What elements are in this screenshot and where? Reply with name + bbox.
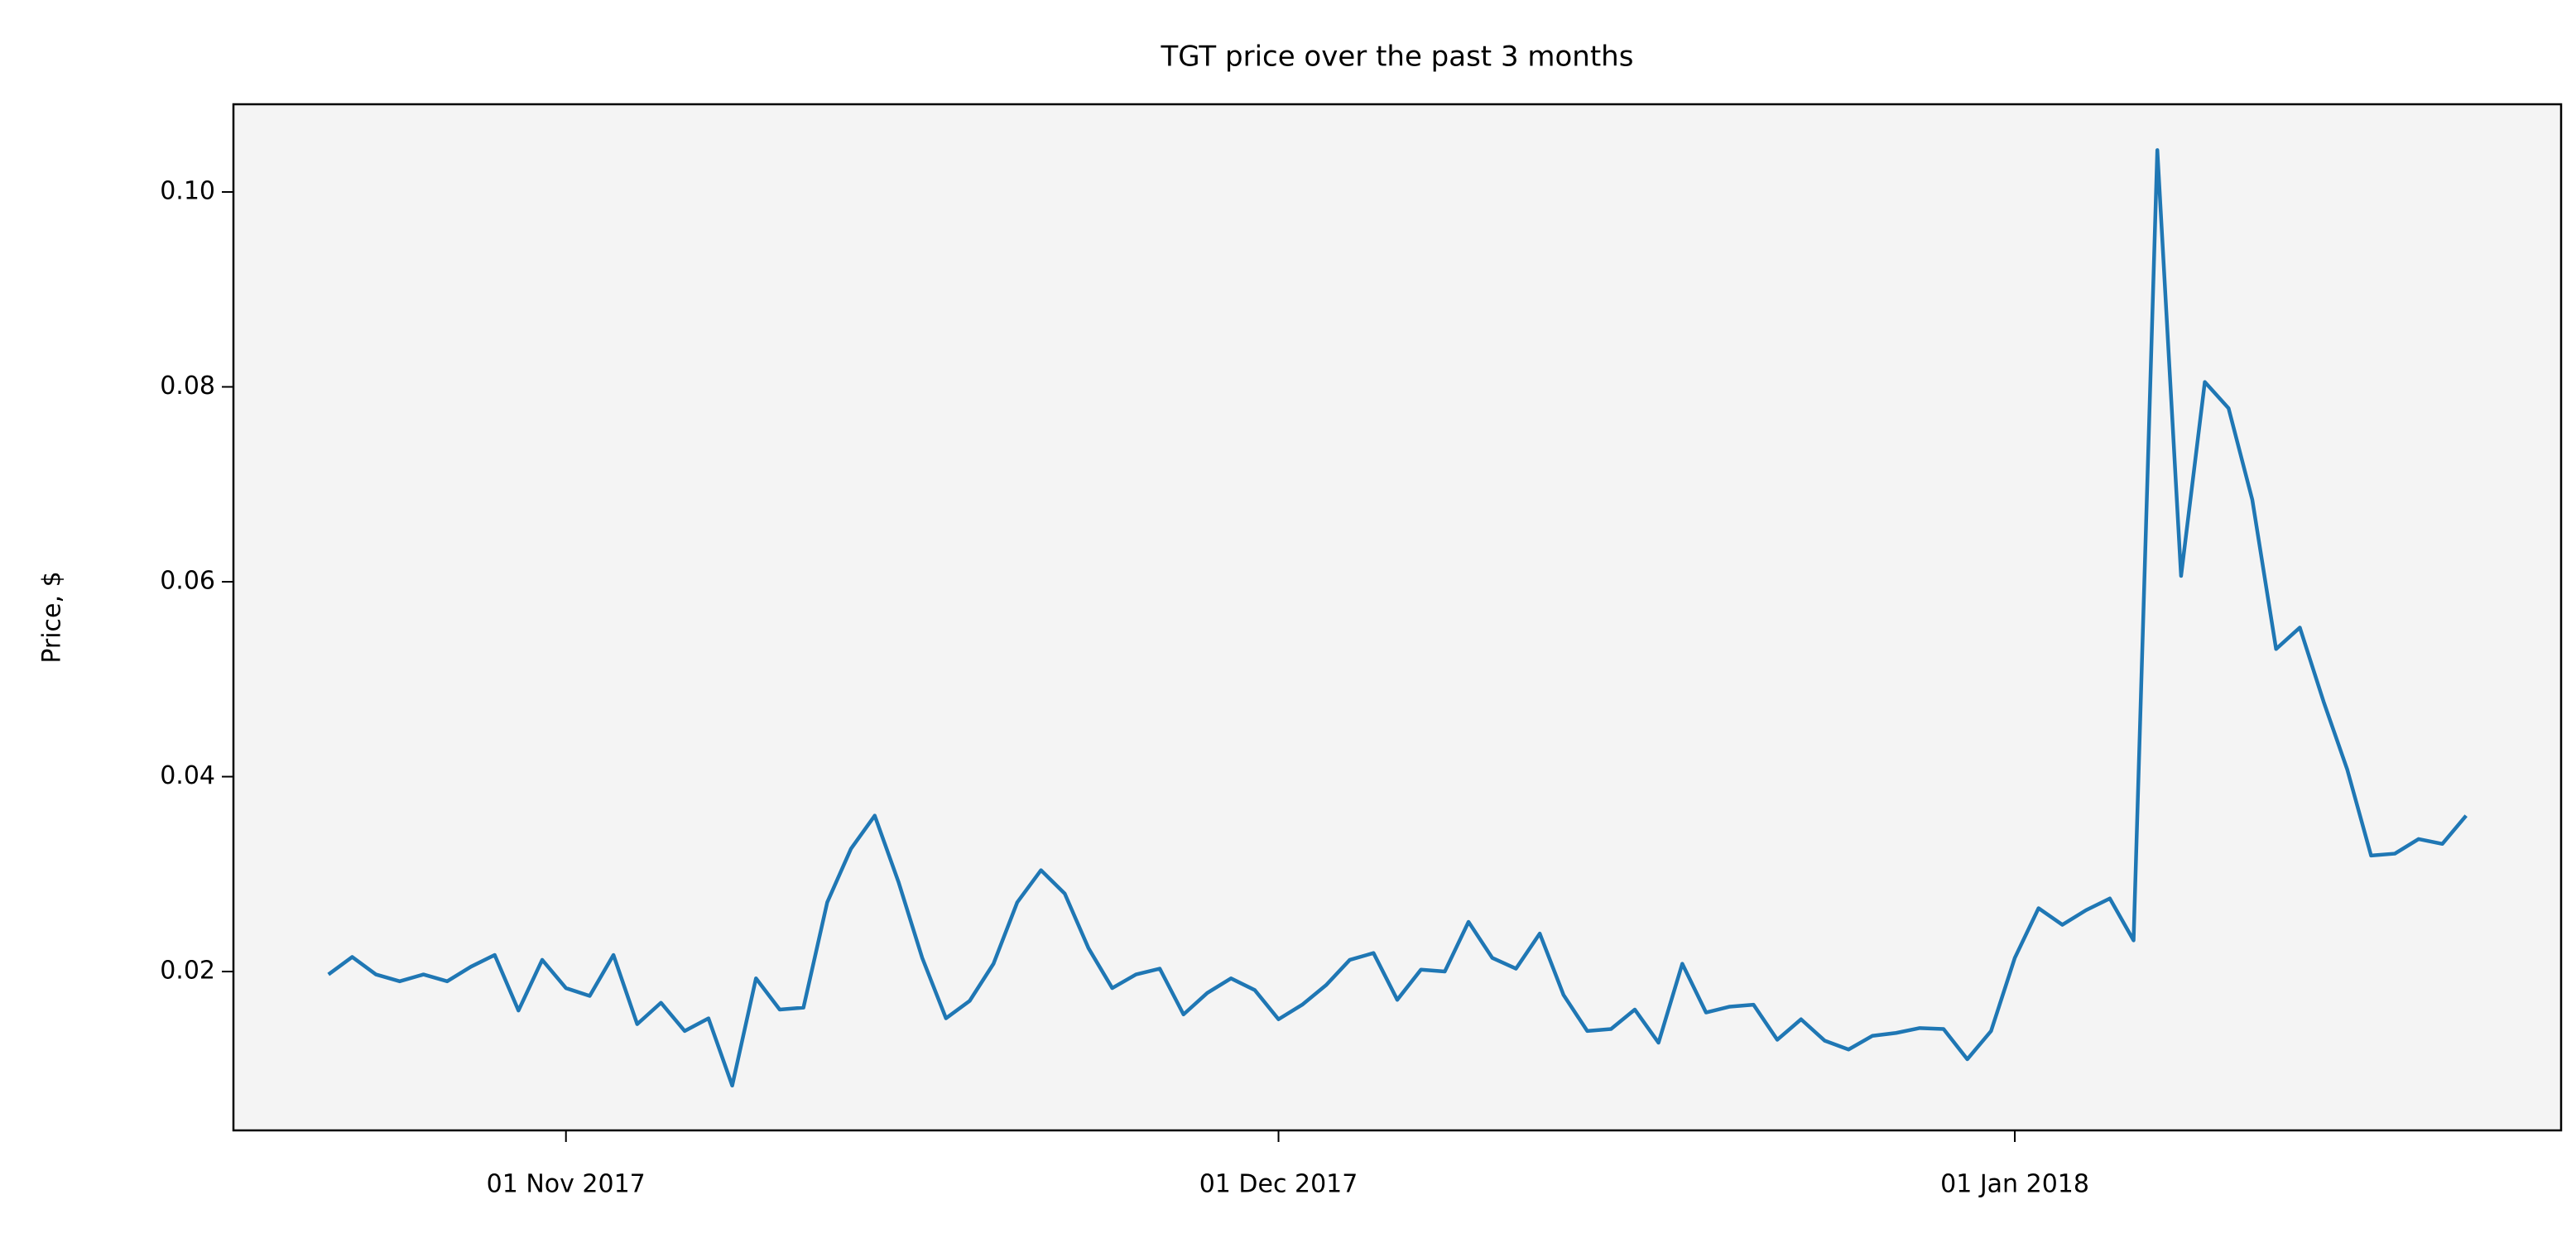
plot-frame [232,103,2563,1132]
y-tick-label: 0.08 [160,372,215,401]
chart-title: TGT price over the past 3 months [1161,41,1634,74]
x-tick-label: 01 Nov 2017 [487,1170,646,1199]
y-tick-label: 0.10 [160,176,215,205]
x-tick-label: 01 Dec 2017 [1199,1170,1358,1199]
y-tick-label: 0.02 [160,957,215,986]
y-tick-label: 0.04 [160,761,215,790]
price-line [327,148,2468,1088]
y-tick-label: 0.06 [160,567,215,596]
plot-area [233,104,2561,1130]
x-tick-label: 01 Jan 2018 [1940,1170,2089,1199]
y-axis-label: Price, $ [38,571,67,663]
